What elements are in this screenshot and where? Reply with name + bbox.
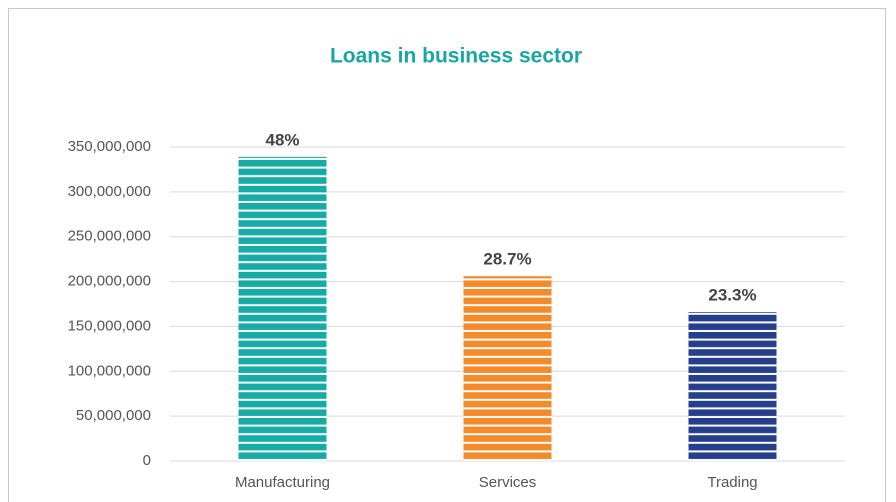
bar <box>688 312 777 461</box>
x-tick-label: Trading <box>707 474 757 491</box>
y-tick-label: 200,000,000 <box>68 273 151 290</box>
y-tick-label: 50,000,000 <box>76 407 151 424</box>
chart-title: Loans in business sector <box>330 45 582 68</box>
chart-frame <box>8 8 886 502</box>
bar <box>238 156 327 461</box>
y-tick-label: 300,000,000 <box>68 183 151 200</box>
x-tick-label: Manufacturing <box>235 474 330 491</box>
y-tick-label: 150,000,000 <box>68 317 151 334</box>
y-tick-label: 350,000,000 <box>68 138 151 155</box>
y-tick-label: 0 <box>143 452 151 469</box>
y-tick-label: 250,000,000 <box>68 228 151 245</box>
data-label: 48% <box>265 130 299 149</box>
x-tick-label: Services <box>479 474 537 491</box>
data-label: 28.7% <box>483 250 531 269</box>
bar <box>463 276 552 461</box>
data-label: 23.3% <box>708 286 756 305</box>
y-tick-label: 100,000,000 <box>68 362 151 379</box>
